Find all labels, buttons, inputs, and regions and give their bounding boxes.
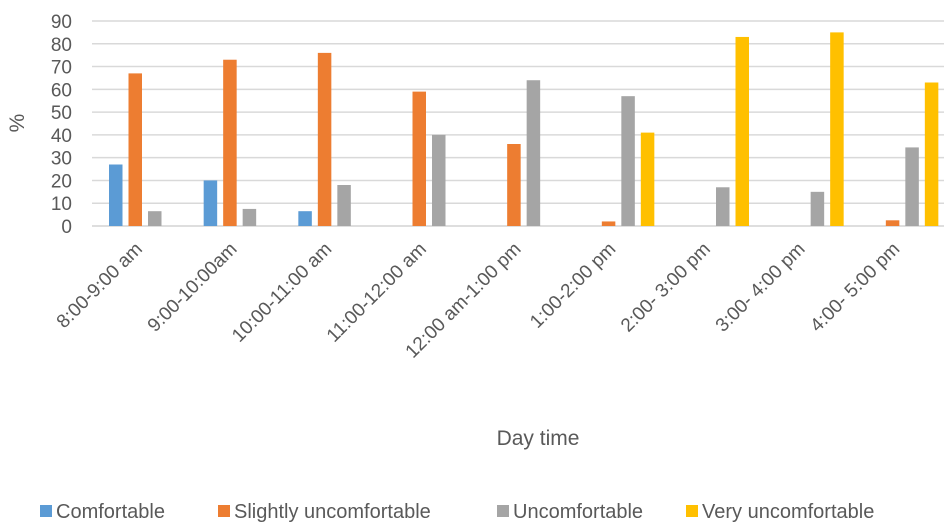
x-tick-label: 11:00-12:00 am — [323, 239, 431, 347]
x-tick-label: 2:00- 3:00 pm — [617, 239, 715, 337]
y-tick-label: 90 — [51, 12, 72, 33]
bar-very-uncomfortable-9 — [924, 82, 939, 226]
x-tick-label: 4:00- 5:00 pm — [806, 239, 904, 337]
x-axis-label: Day time — [497, 427, 580, 450]
legend-swatch — [218, 505, 230, 517]
legend-label: Slightly uncomfortable — [234, 501, 431, 523]
legend-swatch — [40, 505, 52, 517]
legend: Comfortable Slightly uncomfortable Uncomfo… — [40, 501, 874, 523]
bar-slightly-uncomfortable-6 — [601, 221, 616, 226]
y-tick-label: 10 — [51, 194, 72, 215]
legend-swatch — [497, 505, 509, 517]
legend-label: Comfortable — [56, 501, 165, 523]
bar-slightly-uncomfortable-9 — [885, 220, 900, 226]
legend-swatch — [686, 505, 698, 517]
legend-label: Very uncomfortable — [702, 501, 874, 523]
legend-item-comfortable: Comfortable — [40, 501, 165, 523]
bar-uncomfortable-3 — [337, 185, 351, 226]
bar-comfortable-1 — [109, 164, 123, 226]
legend-item-uncomfortable: Uncomfortable — [497, 501, 643, 523]
bar-slightly-uncomfortable-5 — [507, 144, 521, 226]
x-tick-label: 10:00-11:00 am — [228, 239, 336, 347]
bars — [109, 32, 939, 227]
y-tick-label: 40 — [51, 126, 72, 147]
bar-uncomfortable-7 — [716, 187, 730, 226]
bar-uncomfortable-2 — [242, 208, 257, 226]
legend-item-very-uncomfortable: Very uncomfortable — [686, 501, 874, 523]
bar-uncomfortable-8 — [810, 191, 825, 226]
x-tick-label: 3:00- 4:00 pm — [712, 239, 810, 337]
bar-slightly-uncomfortable-2 — [223, 59, 237, 226]
bar-uncomfortable-5 — [526, 80, 541, 226]
bar-uncomfortable-9 — [905, 147, 919, 226]
bar-uncomfortable-6 — [621, 96, 635, 227]
y-tick-label: 0 — [61, 217, 72, 238]
bar-comfortable-2 — [203, 180, 218, 226]
legend-label: Uncomfortable — [513, 501, 643, 523]
bar-very-uncomfortable-7 — [735, 36, 749, 226]
x-tick-label: 8:00-9:00 am — [53, 239, 147, 333]
y-axis-label: % — [6, 114, 29, 133]
y-tick-label: 70 — [51, 58, 72, 79]
bar-slightly-uncomfortable-3 — [317, 52, 332, 227]
bar-very-uncomfortable-8 — [830, 32, 844, 227]
y-tick-label: 50 — [51, 103, 72, 124]
bar-very-uncomfortable-6 — [640, 132, 655, 226]
legend-item-slightly-uncomfortable: Slightly uncomfortable — [218, 501, 431, 523]
y-tick-label: 60 — [51, 80, 72, 101]
y-tick-label: 30 — [51, 149, 72, 170]
x-tick-label: 9:00-10:00am — [144, 239, 242, 337]
x-tick-label: 1:00-2:00 pm — [526, 239, 620, 333]
bar-uncomfortable-1 — [148, 211, 162, 226]
bar-uncomfortable-4 — [432, 134, 446, 226]
bar-comfortable-3 — [298, 211, 312, 226]
bar-slightly-uncomfortable-1 — [128, 73, 142, 226]
bar-slightly-uncomfortable-4 — [412, 91, 426, 226]
y-tick-label: 80 — [51, 35, 72, 56]
y-tick-label: 20 — [51, 171, 72, 192]
